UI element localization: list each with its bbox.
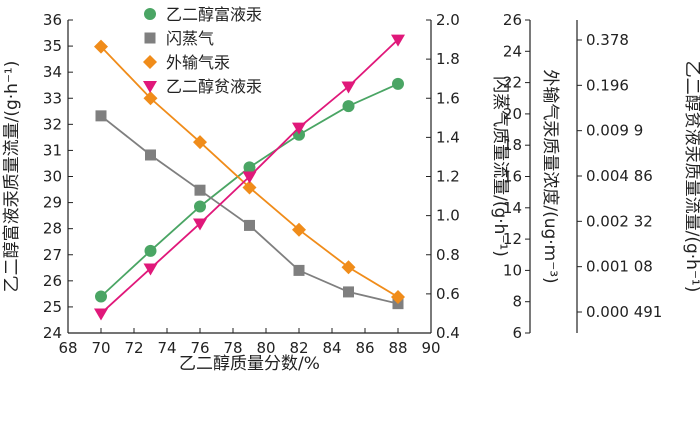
x-tick-label: 90 bbox=[421, 339, 440, 357]
y3-tick-label: 22 bbox=[503, 74, 522, 92]
y2-tick-label: 1.2 bbox=[436, 168, 460, 186]
series-line-2 bbox=[100, 115, 399, 305]
y3-tick-label: 24 bbox=[503, 42, 522, 60]
x-tick-label: 70 bbox=[91, 339, 110, 357]
data-point-series-4 bbox=[143, 263, 158, 276]
data-point-series-2 bbox=[293, 264, 305, 276]
data-point-series-2 bbox=[95, 110, 107, 122]
data-point-series-3 bbox=[94, 39, 108, 54]
y1-tick-label: 27 bbox=[43, 246, 62, 264]
legend-label-4: 乙二醇贫液汞 bbox=[166, 77, 262, 96]
y3-axis-label: 外输气汞质量浓度/(ug·m⁻³) bbox=[540, 69, 560, 283]
data-point-series-2 bbox=[145, 149, 156, 161]
data-point-series-2 bbox=[343, 286, 354, 298]
y4-tick-label: 0.004 86 bbox=[586, 167, 653, 185]
y1-tick-label: 24 bbox=[43, 324, 62, 342]
x-tick-label: 72 bbox=[124, 339, 143, 357]
x-tick-label: 88 bbox=[388, 339, 407, 357]
data-point-series-1 bbox=[95, 290, 107, 303]
y4-tick-label: 0.196 bbox=[586, 76, 629, 94]
data-point-series-4 bbox=[341, 81, 356, 94]
data-point-series-3 bbox=[391, 290, 405, 305]
data-point-series-2 bbox=[194, 184, 206, 196]
y1-tick-label: 33 bbox=[43, 89, 62, 107]
y3-tick-label: 20 bbox=[503, 105, 522, 123]
y4-tick-label: 0.378 bbox=[586, 31, 629, 49]
y3-tick-label: 6 bbox=[512, 324, 522, 342]
data-point-series-4 bbox=[94, 308, 108, 321]
y2-tick-label: 2.0 bbox=[436, 11, 460, 29]
legend-label-3: 外输气汞 bbox=[166, 53, 230, 72]
x-tick-label: 78 bbox=[223, 339, 242, 357]
y2-tick-label: 1.0 bbox=[436, 207, 460, 225]
y1-tick-label: 34 bbox=[43, 63, 62, 81]
data-point-series-3 bbox=[292, 222, 306, 237]
data-point-series-1 bbox=[392, 77, 404, 90]
y1-tick-label: 26 bbox=[43, 272, 62, 290]
x-tick-label: 80 bbox=[256, 339, 275, 357]
data-point-series-1 bbox=[342, 100, 355, 113]
legend-marker-4 bbox=[143, 81, 157, 93]
y2-tick-label: 0.6 bbox=[436, 285, 460, 303]
legend-marker-2 bbox=[144, 32, 156, 44]
data-point-series-3 bbox=[143, 91, 158, 106]
data-point-series-2 bbox=[244, 219, 255, 231]
y3-tick-label: 14 bbox=[503, 199, 522, 217]
data-point-series-4 bbox=[193, 218, 207, 231]
data-point-series-4 bbox=[391, 34, 405, 47]
x-tick-label: 76 bbox=[190, 339, 209, 357]
data-point-series-4 bbox=[242, 171, 257, 184]
y3-tick-label: 16 bbox=[503, 168, 522, 186]
x-axis-label: 乙二醇质量分数/% bbox=[179, 354, 320, 374]
y2-tick-label: 1.8 bbox=[436, 50, 460, 68]
y4-tick-label: 0.009 9 bbox=[586, 122, 643, 140]
y1-tick-label: 28 bbox=[43, 220, 62, 238]
legend-marker-3 bbox=[143, 55, 157, 69]
x-tick-label: 74 bbox=[157, 339, 176, 357]
y1-tick-label: 35 bbox=[43, 37, 62, 55]
data-point-series-1 bbox=[243, 161, 256, 174]
data-point-series-1 bbox=[144, 244, 157, 257]
y1-tick-label: 36 bbox=[43, 11, 62, 29]
y4-axis-label: 乙二醇贫液汞质量流量/(g·h⁻¹) bbox=[682, 61, 700, 293]
y3-tick-label: 8 bbox=[512, 293, 522, 311]
y4-tick-label: 0.000 491 bbox=[586, 303, 662, 321]
y3-tick-label: 10 bbox=[503, 261, 522, 279]
x-tick-label: 68 bbox=[58, 339, 77, 357]
y2-tick-label: 1.4 bbox=[436, 128, 460, 146]
y2-tick-label: 1.6 bbox=[436, 89, 460, 107]
y3-tick-label: 12 bbox=[503, 230, 522, 248]
y2-axis-label: 闪蒸气质量流量/(g·h⁻¹) bbox=[490, 76, 510, 257]
data-point-series-1 bbox=[194, 200, 206, 213]
data-point-series-4 bbox=[292, 122, 306, 135]
x-tick-label: 86 bbox=[355, 339, 374, 357]
y4-tick-label: 0.002 32 bbox=[586, 212, 653, 230]
legend-marker-1 bbox=[144, 8, 156, 20]
x-tick-label: 84 bbox=[322, 339, 341, 357]
y3-tick-label: 26 bbox=[503, 11, 522, 29]
y2-tick-label: 0.8 bbox=[436, 246, 460, 264]
y1-tick-label: 29 bbox=[43, 194, 62, 212]
y3-tick-label: 18 bbox=[503, 136, 522, 154]
legend-label-1: 乙二醇富液汞 bbox=[166, 5, 262, 24]
y1-tick-label: 25 bbox=[43, 298, 62, 316]
y1-tick-label: 31 bbox=[43, 141, 62, 159]
y1-tick-label: 32 bbox=[43, 115, 62, 133]
data-point-series-3 bbox=[193, 135, 207, 150]
data-point-series-3 bbox=[341, 260, 356, 275]
legend-label-2: 闪蒸气 bbox=[166, 29, 214, 48]
y4-tick-label: 0.001 08 bbox=[586, 258, 653, 276]
x-tick-label: 82 bbox=[289, 339, 308, 357]
y2-tick-label: 0.4 bbox=[436, 324, 460, 342]
data-point-series-3 bbox=[242, 180, 257, 195]
y1-tick-label: 30 bbox=[43, 168, 62, 186]
y1-axis-label: 乙二醇富液汞质量流量/(g·h⁻¹) bbox=[2, 61, 22, 293]
